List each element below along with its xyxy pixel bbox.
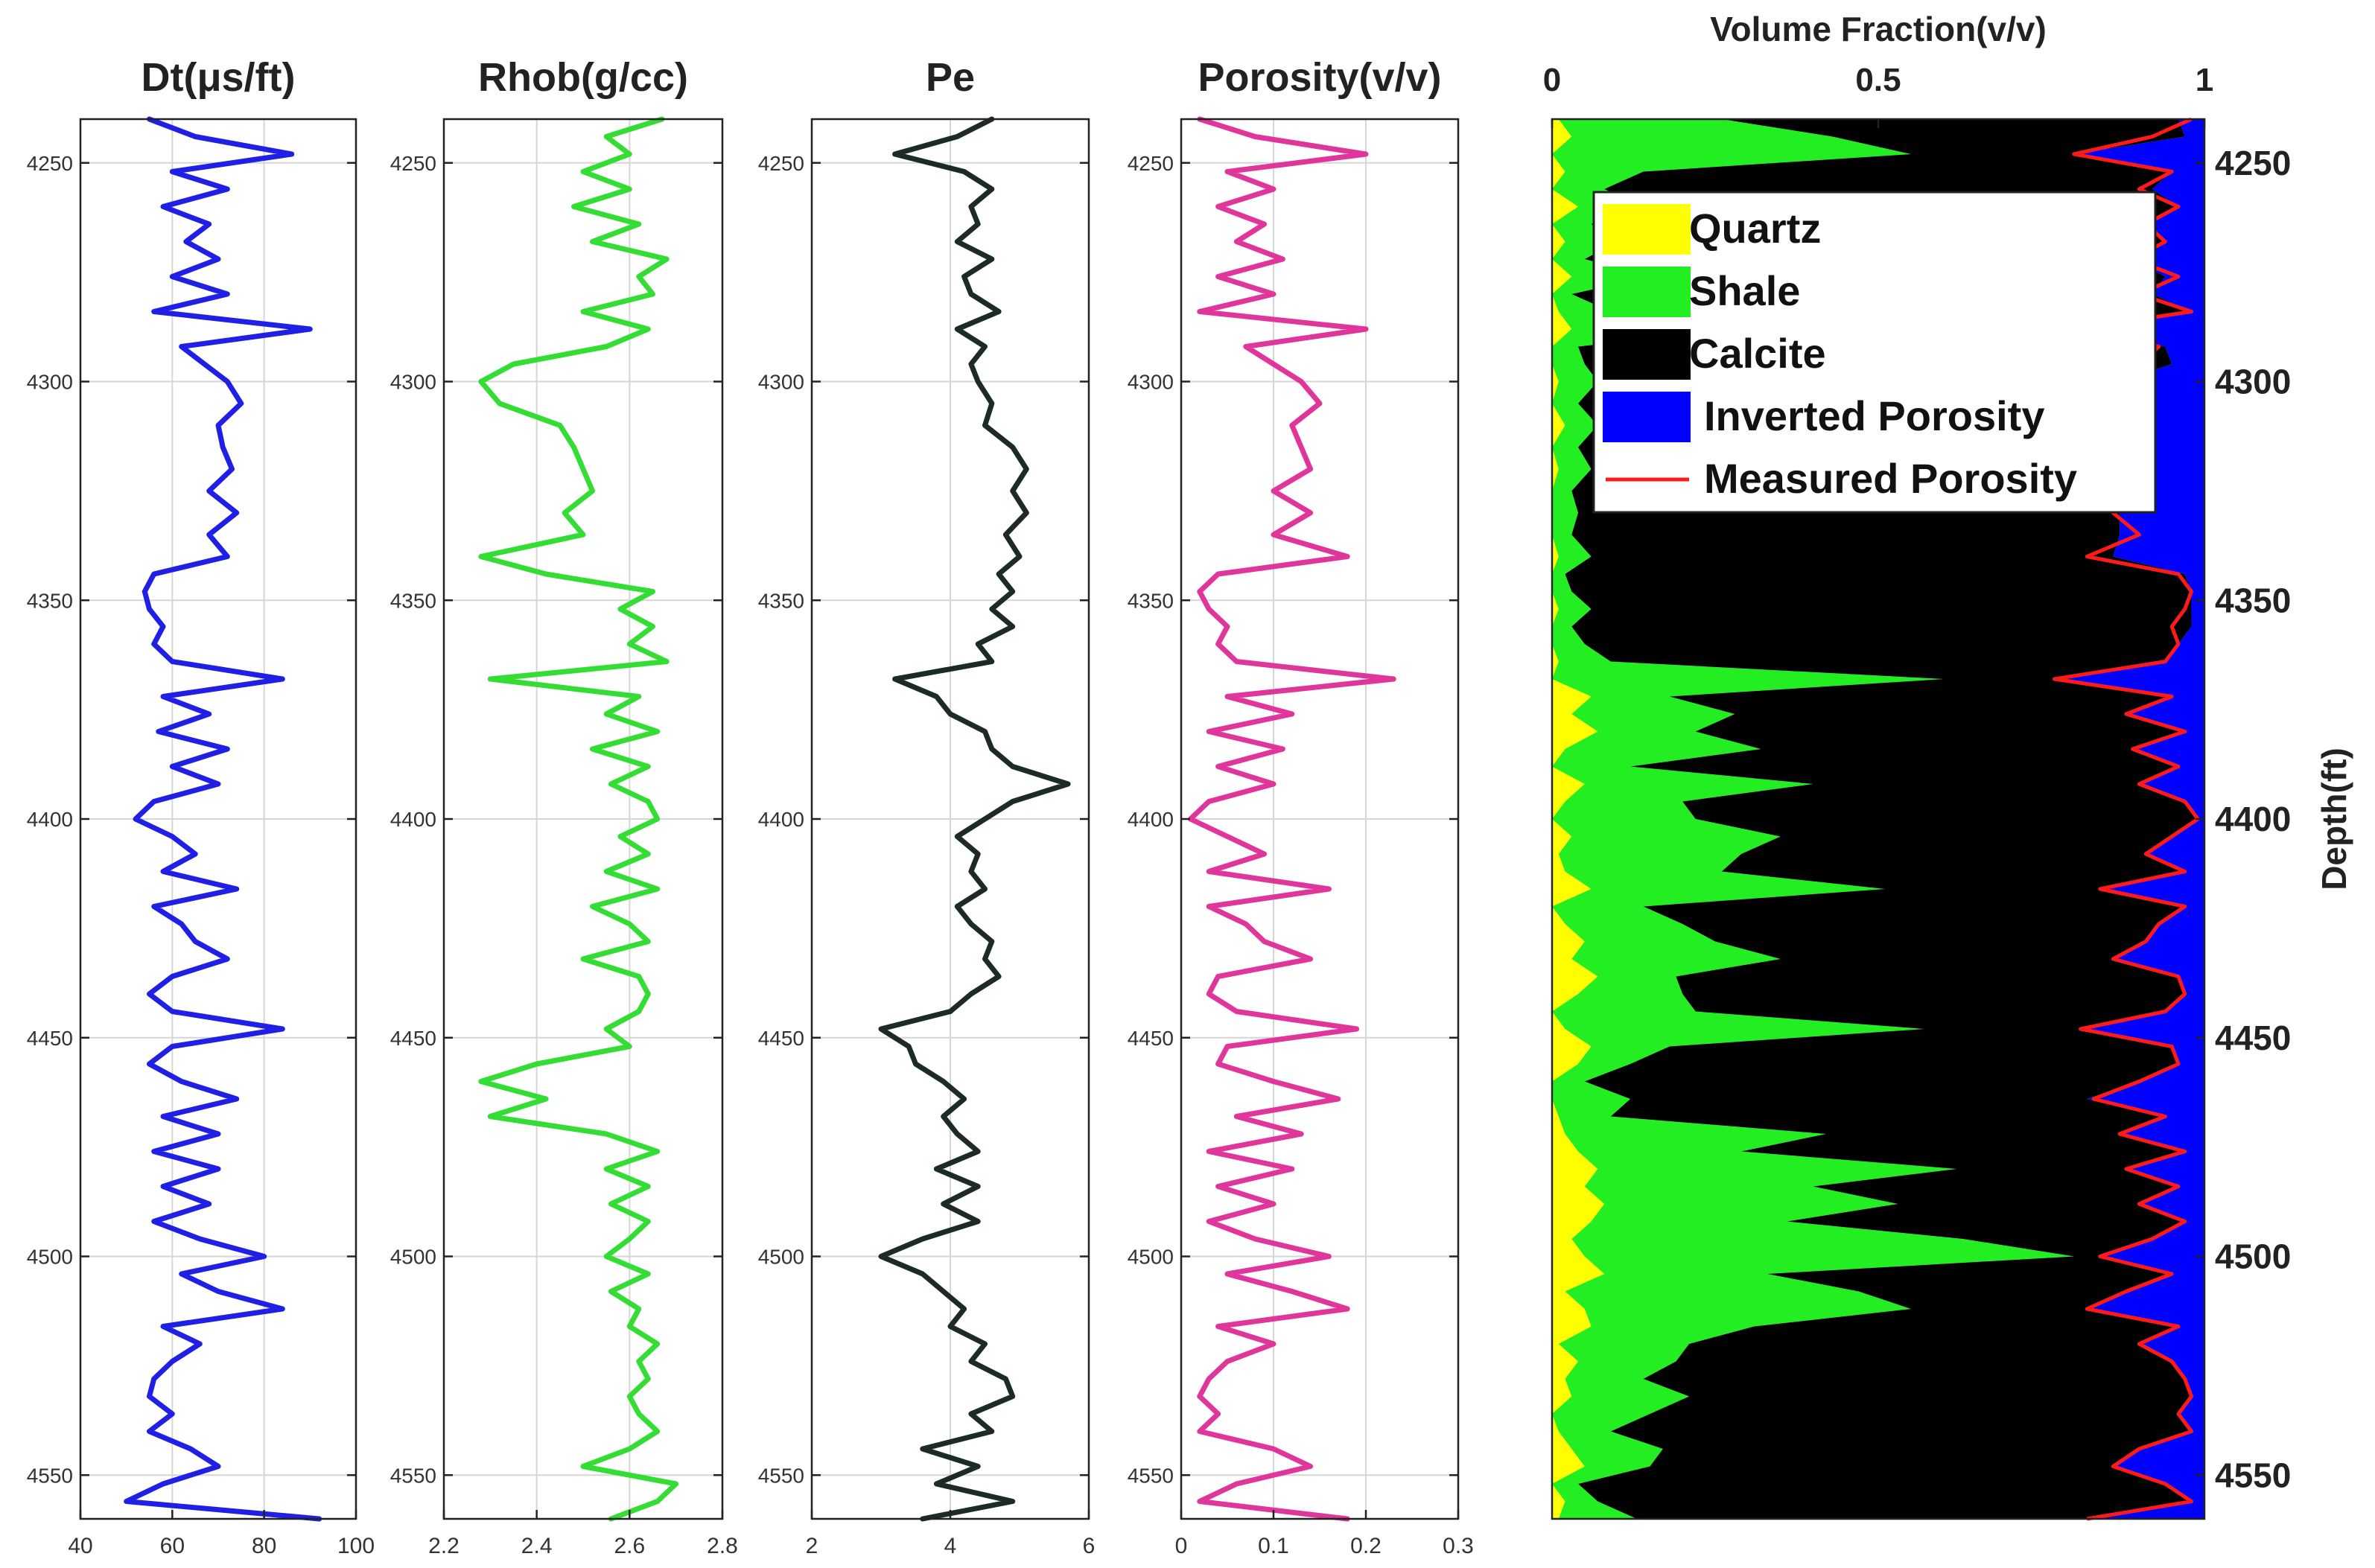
legend-swatch-inverted-porosity (1603, 392, 1691, 442)
panel-title-volume: Volume Fraction(v/v) (1710, 10, 2047, 48)
ytick-label: 4250 (27, 152, 73, 175)
xtick-label: 100 (337, 1534, 375, 1558)
depth-label: 4300 (2215, 363, 2291, 401)
xtick-label: 2 (806, 1534, 818, 1558)
ytick-label: 4300 (758, 371, 804, 394)
panel-title-dt: Dt(μs/ft) (142, 55, 296, 100)
legend: Quartz Shale Calcite Inverted Porosity Measu… (1592, 191, 2157, 514)
depth-label: 4400 (2215, 800, 2291, 838)
xtick-label: 6 (1083, 1534, 1096, 1558)
ytick-label: 4450 (1128, 1027, 1174, 1050)
ytick-label: 4550 (1128, 1464, 1174, 1487)
depth-label: 4350 (2215, 581, 2291, 619)
ytick-label: 4450 (27, 1027, 73, 1050)
xtick-label: 2.8 (707, 1534, 738, 1558)
xtick-label: 2.2 (428, 1534, 460, 1558)
legend-label: Measured Porosity (1704, 455, 2077, 502)
curve-porosity (1187, 116, 1396, 1522)
panel-title-pe: Pe (926, 55, 975, 100)
panel-porosity: Porosity(v/v) 4250 4300 4350 4400 4450 4500 455… (1128, 55, 1474, 1558)
legend-swatch-calcite (1603, 329, 1691, 380)
legend-label: Quartz (1689, 205, 1821, 252)
xtick-label: 80 (252, 1534, 276, 1558)
ytick-label: 4450 (758, 1027, 804, 1050)
ytick-label: 4500 (27, 1246, 73, 1269)
panel-rhob: Rhob(g/cc) 4250 4300 4350 4400 4450 4500 4550 2.… (390, 55, 738, 1558)
ytick-label: 4500 (758, 1246, 804, 1269)
ytick-label: 4400 (390, 808, 436, 831)
ytick-label: 4250 (1128, 152, 1174, 175)
legend-swatch-quartz (1603, 204, 1691, 255)
curve-measured-porosity (2053, 117, 2200, 1521)
xtick-label: 0.2 (1350, 1534, 1382, 1558)
legend-label: Inverted Porosity (1704, 392, 2044, 439)
legend-label: Calcite (1689, 330, 1826, 377)
xtick-label: 2.6 (614, 1534, 645, 1558)
ytick-label: 4350 (1128, 589, 1174, 612)
area-quartz (1552, 119, 1605, 1519)
area-shale (1552, 119, 2074, 1519)
ytick-label: 4350 (27, 589, 73, 612)
ytick-label: 4550 (27, 1464, 73, 1487)
legend-label: Shale (1689, 267, 1800, 314)
xtick-label: 0.3 (1443, 1534, 1474, 1558)
curve-rhob (478, 116, 679, 1522)
curve-dt (124, 116, 322, 1522)
xtick-label: 4 (944, 1534, 957, 1558)
depth-label: 4500 (2215, 1237, 2291, 1276)
ytick-label: 4400 (27, 808, 73, 831)
ytick-label: 4300 (390, 371, 436, 394)
ytick-label: 4300 (1128, 371, 1174, 394)
xtick-label: 60 (160, 1534, 185, 1558)
ytick-label: 4350 (390, 589, 436, 612)
panel-title-rhob: Rhob(g/cc) (478, 55, 688, 100)
xtick-label: 2.4 (521, 1534, 553, 1558)
panel-title-porosity: Porosity(v/v) (1198, 55, 1441, 100)
panel-dt: Dt(μs/ft) 4250 4300 4350 4400 4450 4500 4550 40 6… (27, 55, 375, 1558)
area-inverted-porosity (2054, 119, 2204, 1519)
depth-label: 4550 (2215, 1456, 2291, 1494)
ytick-label: 4450 (390, 1027, 436, 1050)
y-axis-label: Depth(ft) (2315, 748, 2353, 890)
depth-label: 4250 (2215, 144, 2291, 182)
xtick-label: 1 (2196, 62, 2213, 98)
xtick-label: 0 (1175, 1534, 1188, 1558)
ytick-label: 4500 (390, 1246, 436, 1269)
xtick-label: 0 (1543, 62, 1561, 98)
panel-pe: Pe 4250 4300 4350 4400 4450 4500 4550 2 4 6 (758, 55, 1096, 1558)
ytick-label: 4250 (758, 152, 804, 175)
panel-volume: Volume Fraction(v/v) 0 0.5 1 4250 4300 4350 440… (1543, 10, 2353, 1521)
ytick-label: 4550 (758, 1464, 804, 1487)
depth-label: 4450 (2215, 1019, 2291, 1057)
ytick-label: 4250 (390, 152, 436, 175)
ytick-label: 4300 (27, 371, 73, 394)
ytick-label: 4550 (390, 1464, 436, 1487)
xtick-label: 0.1 (1258, 1534, 1289, 1558)
ytick-label: 4400 (758, 808, 804, 831)
curve-pe (878, 116, 1071, 1522)
ytick-label: 4400 (1128, 808, 1174, 831)
ytick-label: 4500 (1128, 1246, 1174, 1269)
xtick-label: 40 (68, 1534, 92, 1558)
ytick-label: 4350 (758, 589, 804, 612)
legend-swatch-shale (1603, 267, 1691, 317)
xtick-label: 0.5 (1855, 62, 1901, 98)
